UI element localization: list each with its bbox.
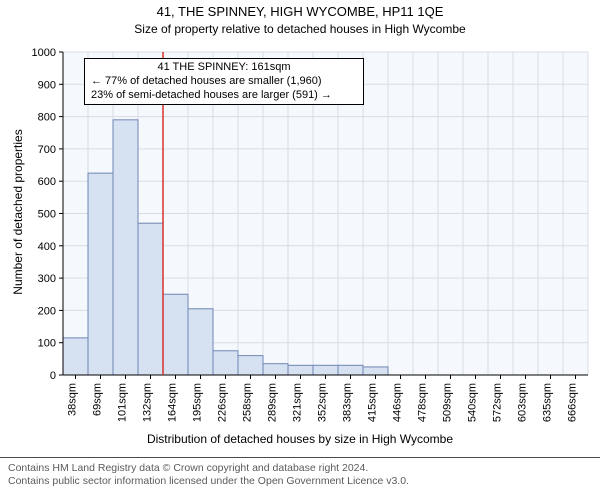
svg-text:0: 0	[50, 370, 56, 382]
svg-text:600: 600	[38, 176, 56, 188]
svg-text:478sqm: 478sqm	[417, 383, 429, 422]
footer-line: Contains HM Land Registry data © Crown c…	[8, 462, 592, 475]
footer-line: Contains public sector information licen…	[8, 475, 592, 488]
svg-text:446sqm: 446sqm	[392, 383, 404, 422]
svg-text:195sqm: 195sqm	[192, 383, 204, 422]
svg-text:69sqm: 69sqm	[92, 383, 104, 416]
svg-text:164sqm: 164sqm	[167, 383, 179, 422]
annotation-line: 23% of semi-detached houses are larger (…	[91, 89, 357, 103]
svg-text:1000: 1000	[32, 47, 56, 59]
svg-text:200: 200	[38, 305, 56, 317]
footer-attribution: Contains HM Land Registry data © Crown c…	[0, 457, 600, 494]
svg-text:666sqm: 666sqm	[567, 383, 579, 422]
annotation-box: 41 THE SPINNEY: 161sqm ← 77% of detached…	[84, 58, 364, 105]
svg-text:289sqm: 289sqm	[267, 383, 279, 422]
svg-text:321sqm: 321sqm	[292, 383, 304, 422]
svg-text:100: 100	[38, 338, 56, 350]
svg-text:226sqm: 226sqm	[217, 383, 229, 422]
svg-text:258sqm: 258sqm	[242, 383, 254, 422]
svg-text:132sqm: 132sqm	[142, 383, 154, 422]
svg-text:415sqm: 415sqm	[367, 383, 379, 422]
svg-text:352sqm: 352sqm	[317, 383, 329, 422]
svg-text:400: 400	[38, 241, 56, 253]
svg-text:38sqm: 38sqm	[67, 383, 79, 416]
svg-text:383sqm: 383sqm	[342, 383, 354, 422]
svg-text:800: 800	[38, 112, 56, 124]
svg-text:572sqm: 572sqm	[492, 383, 504, 422]
svg-text:540sqm: 540sqm	[467, 383, 479, 422]
svg-text:300: 300	[38, 273, 56, 285]
annotation-line: ← 77% of detached houses are smaller (1,…	[91, 75, 357, 89]
svg-text:101sqm: 101sqm	[117, 383, 129, 422]
svg-text:500: 500	[38, 209, 56, 221]
svg-text:635sqm: 635sqm	[542, 383, 554, 422]
svg-text:509sqm: 509sqm	[442, 383, 454, 422]
svg-text:900: 900	[38, 79, 56, 91]
annotation-line: 41 THE SPINNEY: 161sqm	[91, 61, 357, 75]
svg-text:603sqm: 603sqm	[517, 383, 529, 422]
svg-text:700: 700	[38, 144, 56, 156]
x-axis-label: Distribution of detached houses by size …	[0, 432, 600, 446]
